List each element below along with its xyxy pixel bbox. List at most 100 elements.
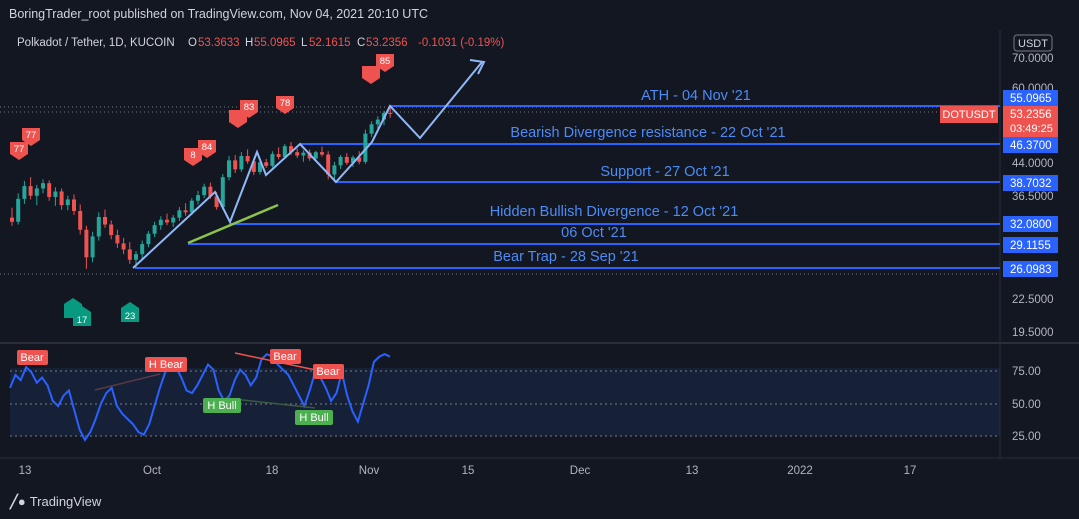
candle-body[interactable] bbox=[233, 160, 238, 170]
candle-body[interactable] bbox=[282, 146, 287, 157]
candle-body[interactable] bbox=[134, 254, 138, 260]
osc-label-h-bull[interactable]: H Bull bbox=[203, 398, 241, 413]
candle-body[interactable] bbox=[289, 146, 293, 153]
candle-body[interactable] bbox=[41, 183, 45, 189]
candle-body[interactable] bbox=[344, 156, 349, 163]
candle-body[interactable] bbox=[127, 249, 132, 260]
candle-body[interactable] bbox=[140, 244, 145, 255]
candle-body[interactable] bbox=[202, 186, 207, 196]
candle-body[interactable] bbox=[363, 133, 368, 162]
candle-body[interactable] bbox=[171, 217, 176, 223]
candle-body[interactable] bbox=[183, 210, 188, 213]
candle-body[interactable] bbox=[239, 155, 244, 170]
red-marker-label: 77 bbox=[26, 130, 37, 141]
candle-body[interactable] bbox=[196, 195, 200, 201]
osc-label-h-bear[interactable]: H Bear bbox=[145, 357, 187, 372]
candle-body[interactable] bbox=[227, 160, 231, 178]
candle-body[interactable] bbox=[109, 224, 114, 236]
candle-body[interactable] bbox=[208, 186, 213, 197]
candle-body[interactable] bbox=[177, 210, 182, 218]
tradingview-brand[interactable]: ╱● TradingView bbox=[10, 494, 101, 510]
candle-body[interactable] bbox=[332, 165, 337, 175]
svg-text:Bear: Bear bbox=[273, 351, 297, 363]
candle-body[interactable] bbox=[90, 236, 95, 258]
candle-body[interactable] bbox=[326, 154, 331, 175]
red-marker[interactable]: 85 bbox=[376, 54, 394, 72]
zigzag-drawing[interactable] bbox=[132, 61, 483, 269]
candle-body[interactable] bbox=[59, 191, 64, 206]
support-badge bbox=[1003, 175, 1058, 191]
candle-body[interactable] bbox=[375, 119, 380, 125]
osc-label-h-bull[interactable]: H Bull bbox=[295, 410, 333, 425]
osc-label-bear[interactable]: Bear bbox=[17, 350, 48, 365]
candle-body[interactable] bbox=[115, 235, 120, 244]
osc-label-bear[interactable]: Bear bbox=[313, 364, 344, 379]
hidden-bull-trendline[interactable] bbox=[187, 203, 279, 245]
hidden-bull-price: 32.0800 bbox=[1010, 219, 1052, 231]
red-marker[interactable] bbox=[229, 110, 247, 128]
symbol-legend: Polkadot / Tether, 1D, KUCOIN O 53.3633 … bbox=[17, 37, 504, 49]
ath-label: ATH - 04 Nov '21 bbox=[641, 88, 751, 104]
h-bear-divergence-line bbox=[94, 373, 161, 391]
price-tick: 22.5000 bbox=[1012, 294, 1054, 306]
oct06-price: 29.1155 bbox=[1010, 240, 1051, 252]
osc-label-bear[interactable]: Bear bbox=[270, 349, 301, 364]
green-marker[interactable]: 17 bbox=[73, 306, 91, 326]
red-marker[interactable]: 78 bbox=[276, 96, 294, 114]
currency-badge[interactable] bbox=[1013, 34, 1053, 52]
red-marker[interactable]: 77 bbox=[22, 128, 40, 146]
candle-body[interactable] bbox=[276, 154, 281, 157]
candle-body[interactable] bbox=[72, 199, 76, 211]
candle-body[interactable] bbox=[351, 157, 355, 163]
candle-body[interactable] bbox=[65, 199, 70, 206]
svg-text:H Bull: H Bull bbox=[299, 412, 328, 424]
price-tick: 70.0000 bbox=[1012, 53, 1054, 65]
candle-body[interactable] bbox=[10, 217, 14, 222]
candle-body[interactable] bbox=[388, 112, 393, 114]
candle-body[interactable] bbox=[47, 183, 52, 197]
candle-body[interactable] bbox=[78, 210, 83, 230]
candle-body[interactable] bbox=[270, 154, 275, 166]
candle-body[interactable] bbox=[103, 216, 107, 225]
red-marker[interactable]: 8 bbox=[184, 148, 202, 166]
candle-body[interactable] bbox=[220, 177, 225, 208]
support-label: Support - 27 Oct '21 bbox=[600, 164, 729, 180]
candle-body[interactable] bbox=[320, 152, 324, 155]
symbol-badge-label: DOTUSDT bbox=[942, 109, 995, 121]
candle-body[interactable] bbox=[146, 233, 151, 245]
candle-body[interactable] bbox=[84, 229, 89, 258]
candle-body[interactable] bbox=[22, 186, 27, 199]
candle-body[interactable] bbox=[264, 162, 269, 166]
time-axis[interactable]: 13 Oct 18 Nov 15 Dec 13 2022 17 bbox=[19, 465, 917, 477]
candle-body[interactable] bbox=[34, 188, 39, 196]
candle-body[interactable] bbox=[53, 191, 58, 197]
candle-body[interactable] bbox=[301, 152, 306, 156]
red-marker[interactable]: 84 bbox=[198, 140, 216, 158]
red-marker[interactable]: 83 bbox=[240, 100, 258, 118]
osc-tick: 75.00 bbox=[1012, 366, 1041, 378]
candle-body[interactable] bbox=[16, 198, 21, 222]
candle-body[interactable] bbox=[295, 152, 300, 156]
candle-body[interactable] bbox=[28, 186, 33, 196]
candle-body[interactable] bbox=[158, 219, 163, 226]
red-marker[interactable] bbox=[362, 66, 380, 84]
candle-body[interactable] bbox=[251, 161, 256, 172]
candle-body[interactable] bbox=[258, 162, 262, 172]
candle-body[interactable] bbox=[165, 219, 169, 223]
candle-body[interactable] bbox=[152, 225, 157, 234]
candle-body[interactable] bbox=[369, 124, 374, 134]
price-axis[interactable]: USDT 70.0000 60.0000 44.0000 36.5000 22.… bbox=[940, 34, 1058, 443]
candle-body[interactable] bbox=[357, 157, 362, 162]
red-marker[interactable]: 77 bbox=[10, 142, 28, 160]
legend-symbol: Polkadot / Tether, 1D, KUCOIN bbox=[17, 37, 175, 49]
candle-body[interactable] bbox=[96, 216, 101, 237]
candle-body[interactable] bbox=[121, 243, 126, 250]
candle-body[interactable] bbox=[313, 152, 318, 159]
candle-body[interactable] bbox=[245, 155, 250, 162]
green-marker[interactable]: 23 bbox=[121, 302, 139, 322]
candle-body[interactable] bbox=[189, 200, 194, 213]
candle-body[interactable] bbox=[338, 156, 343, 166]
candle-body[interactable] bbox=[214, 196, 219, 208]
time-tick: 2022 bbox=[787, 465, 813, 477]
